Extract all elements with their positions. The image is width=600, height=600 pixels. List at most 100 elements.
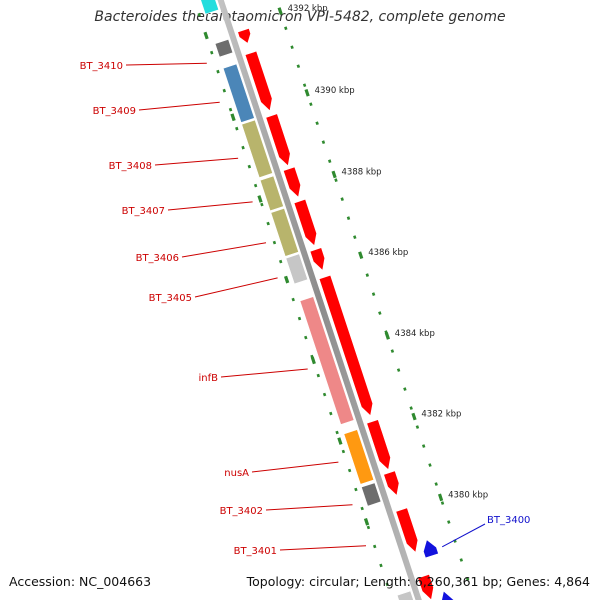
forward-gene-arrow[interactable] — [237, 27, 252, 44]
cog-category-block[interactable] — [214, 38, 234, 58]
inner-tick-mark — [341, 449, 346, 454]
gene-label-leader-line — [125, 62, 207, 66]
inner-tick-mark — [253, 183, 258, 188]
kbp-position-label: 4384 kbp — [395, 329, 435, 339]
major-tick-mark — [257, 195, 263, 203]
kbp-position-label: 4386 kbp — [368, 248, 408, 258]
reverse-gene-arrow[interactable] — [441, 591, 457, 600]
outer-tick-mark — [447, 520, 451, 524]
outer-tick-mark — [465, 577, 470, 581]
gene-label-leader-line — [154, 157, 239, 166]
forward-gene-arrow[interactable] — [395, 507, 419, 554]
outer-tick-mark — [334, 178, 338, 182]
forward-gene-arrow[interactable] — [318, 274, 374, 417]
outer-tick-mark — [428, 463, 432, 467]
inner-tick-mark — [329, 411, 333, 416]
inner-tick-mark — [379, 563, 383, 568]
inner-tick-mark — [297, 316, 302, 321]
major-tick-mark — [384, 332, 390, 340]
gene-label[interactable]: nusA — [224, 468, 249, 479]
major-tick-mark — [310, 356, 316, 365]
cog-category-block[interactable] — [200, 0, 220, 15]
gene-label[interactable]: BT_3409 — [93, 106, 136, 117]
outer-tick-mark — [328, 159, 332, 163]
inner-tick-mark — [279, 259, 283, 264]
cog-category-block[interactable] — [361, 482, 382, 507]
inner-tick-mark — [228, 107, 233, 112]
gene-label[interactable]: BT_3405 — [149, 293, 192, 304]
gene-label-leader-line — [279, 545, 367, 551]
gene-label[interactable]: BT_3410 — [80, 61, 123, 72]
forward-gene-arrow[interactable] — [244, 50, 273, 112]
outer-tick-mark — [309, 102, 313, 106]
cog-category-block[interactable] — [222, 63, 255, 123]
outer-tick-mark — [403, 387, 407, 391]
gene-label-leader-line — [138, 101, 220, 111]
gene-label[interactable]: BT_3406 — [136, 253, 179, 264]
forward-gene-arrow[interactable] — [293, 198, 318, 247]
forward-gene-arrow[interactable] — [366, 419, 391, 471]
gene-label-leader-line — [251, 461, 339, 473]
cog-category-block[interactable] — [343, 429, 375, 485]
outer-tick-mark — [422, 444, 426, 448]
cog-category-block[interactable] — [241, 119, 273, 178]
outer-tick-mark — [340, 197, 344, 201]
gene-label-leader-line — [265, 504, 353, 511]
forward-gene-arrow[interactable] — [417, 573, 434, 600]
accession-text: Accession: NC_004663 — [9, 574, 152, 589]
inner-tick-mark — [335, 430, 339, 435]
outer-tick-mark — [415, 425, 420, 429]
forward-gene-arrow[interactable] — [265, 113, 291, 167]
outer-tick-mark — [321, 140, 326, 144]
outer-tick-mark — [315, 121, 319, 125]
outer-tick-mark — [434, 482, 438, 486]
cog-category-block[interactable] — [259, 175, 284, 212]
forward-gene-arrow[interactable] — [282, 166, 302, 198]
reverse-gene-arrow[interactable] — [423, 540, 439, 558]
inner-tick-mark — [210, 50, 214, 55]
outer-tick-mark — [440, 501, 445, 505]
cog-category-block[interactable] — [396, 590, 415, 600]
inner-tick-mark — [385, 582, 389, 587]
gene-label[interactable]: BT_3407 — [122, 206, 165, 217]
cog-category-block[interactable] — [285, 253, 309, 285]
gene-label[interactable]: BT_3400 — [487, 515, 530, 526]
inner-tick-mark — [197, 12, 201, 17]
outer-tick-mark — [409, 406, 413, 410]
outer-tick-mark — [284, 26, 288, 31]
inner-tick-mark — [272, 240, 277, 245]
major-tick-mark — [203, 31, 209, 40]
major-tick-mark — [337, 437, 343, 445]
forward-gene-arrow[interactable] — [383, 470, 400, 497]
cog-category-block[interactable] — [299, 296, 355, 425]
inner-tick-mark — [316, 373, 320, 378]
kbp-position-label: 4380 kbp — [448, 490, 488, 500]
gene-label[interactable]: BT_3401 — [234, 546, 277, 557]
kbp-position-label: 4390 kbp — [315, 86, 355, 96]
major-tick-mark — [358, 251, 364, 259]
kbp-position-label: 4382 kbp — [421, 410, 461, 420]
inner-tick-mark — [366, 525, 371, 530]
forward-gene-arrow[interactable] — [309, 247, 326, 272]
inner-tick-mark — [322, 392, 327, 397]
gene-label[interactable]: BT_3408 — [109, 161, 152, 172]
cog-category-block[interactable] — [270, 207, 299, 257]
outer-tick-mark — [302, 83, 307, 87]
gene-label[interactable]: infB — [199, 373, 219, 384]
outer-tick-mark — [378, 311, 382, 315]
gene-label[interactable]: BT_3402 — [220, 506, 263, 517]
genome-backbone — [217, 0, 422, 600]
inner-tick-mark — [247, 164, 252, 169]
outer-tick-mark — [459, 558, 463, 562]
outer-tick-mark — [365, 273, 369, 277]
major-tick-mark — [284, 275, 290, 284]
inner-tick-mark — [222, 88, 226, 93]
major-tick-mark — [438, 493, 444, 502]
map-title: Bacteroides thetaiotaomicron VPI-5482, c… — [94, 9, 506, 25]
major-tick-mark — [363, 518, 370, 526]
outer-tick-mark — [371, 292, 376, 296]
inner-tick-mark — [304, 335, 308, 340]
outer-tick-mark — [346, 216, 351, 220]
